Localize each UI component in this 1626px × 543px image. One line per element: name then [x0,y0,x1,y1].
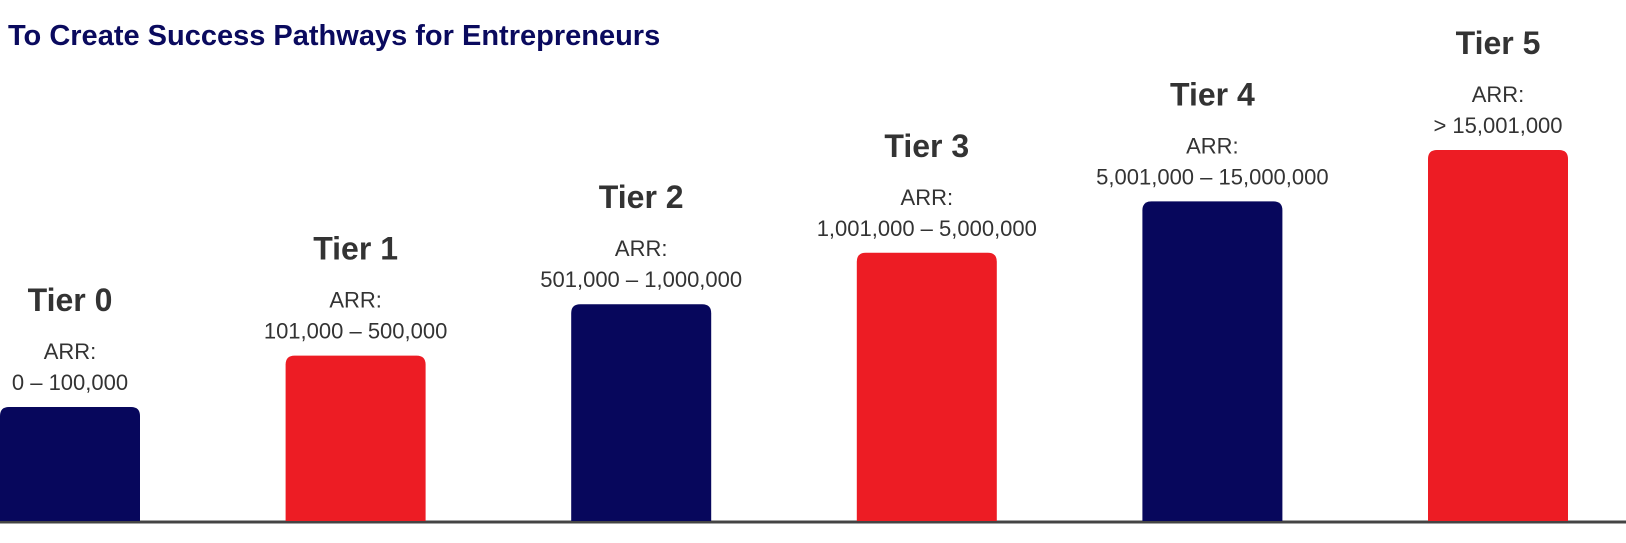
tier-label: ARR: [44,339,97,364]
tier-name: Tier 4 [1170,76,1255,112]
tier-name: Tier 2 [599,179,684,215]
tier-label: ARR: [1472,82,1525,107]
title: To Create Success Pathways for Entrepren… [8,20,660,52]
tier-name: Tier 1 [313,231,398,267]
tier-range: 1,001,000 – 5,000,000 [817,216,1037,241]
tier-bar [571,304,712,521]
tier-name: Tier 3 [884,128,969,164]
tier-label: ARR: [329,288,382,313]
tier-range: 501,000 – 1,000,000 [540,267,742,292]
tier-range: 5,001,000 – 15,000,000 [1096,164,1328,189]
tier-name: Tier 5 [1456,25,1541,61]
tier-bar [1428,150,1568,521]
tier-range: > 15,001,000 [1433,113,1562,138]
tier-bar [1142,201,1283,521]
tier-name: Tier 0 [28,282,113,318]
tier-range: 101,000 – 500,000 [264,319,448,344]
tier-range: 0 – 100,000 [12,370,128,395]
tier-label: ARR: [615,236,668,261]
tier-bar [0,407,140,521]
tier-bar [285,355,426,521]
tier-label: ARR: [901,185,954,210]
tier-label: ARR: [1186,133,1239,158]
tier-bar [856,252,997,522]
